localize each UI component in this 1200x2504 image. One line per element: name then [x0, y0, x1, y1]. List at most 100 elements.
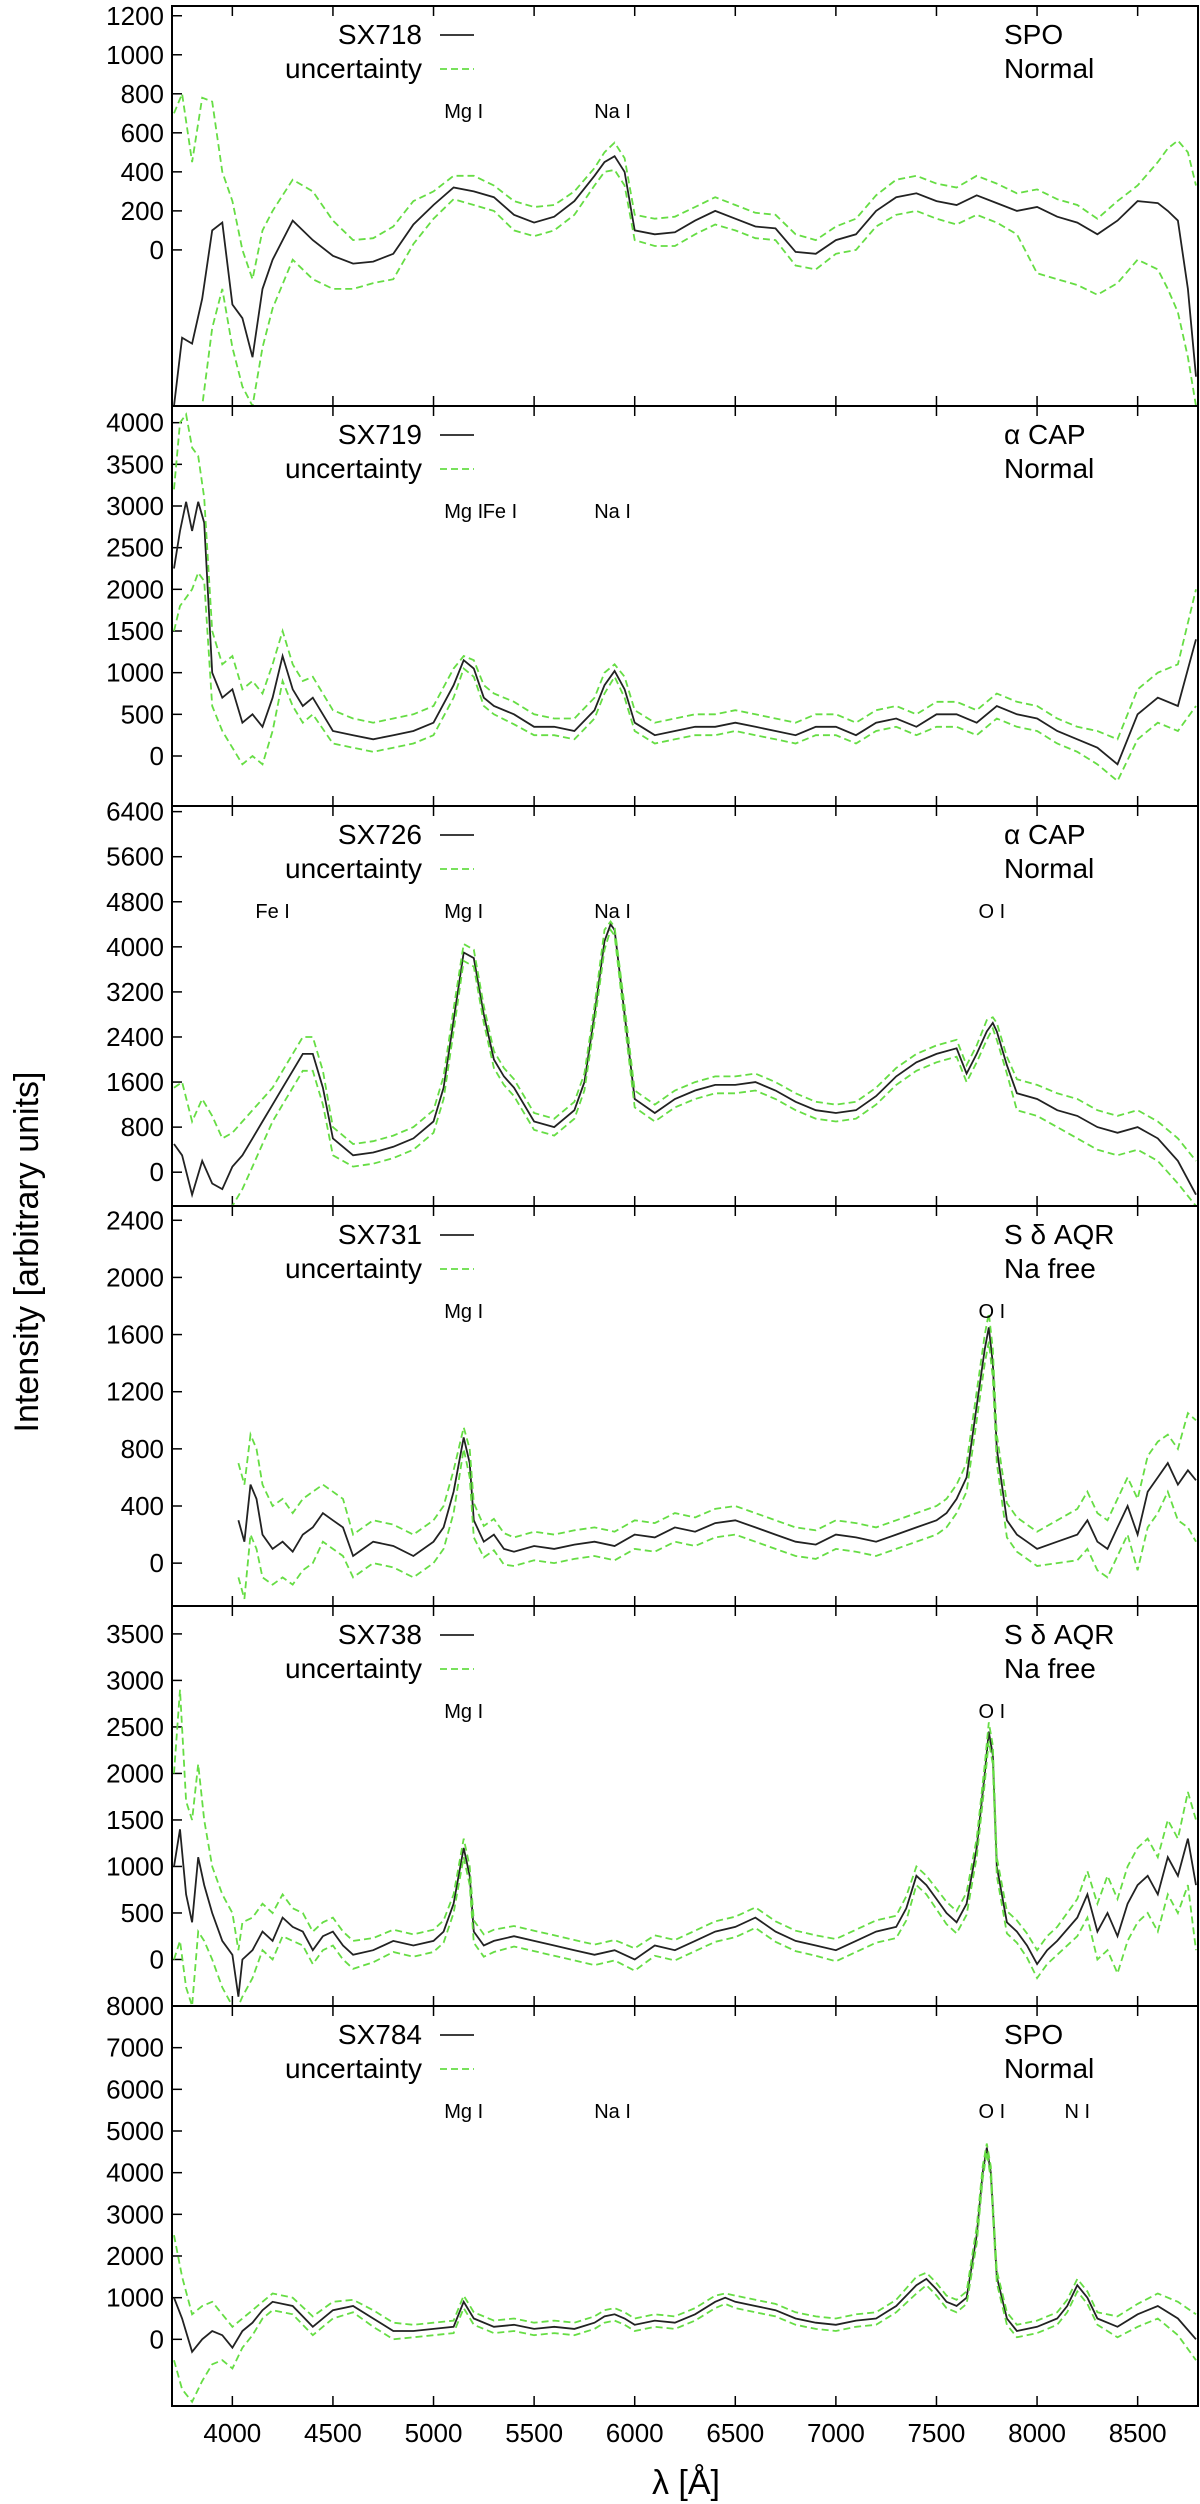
- y-tick-label: 5000: [106, 2116, 164, 2146]
- line-annotation: Mg I: [444, 1301, 483, 1323]
- line-annotation: O I: [978, 1701, 1005, 1723]
- y-tick-label: 0: [150, 1157, 164, 1187]
- y-tick-label: 1000: [106, 1851, 164, 1881]
- legend-label-uncertainty: uncertainty: [285, 453, 422, 484]
- class-label: Normal: [1004, 453, 1094, 484]
- uncertainty-line: [174, 927, 1197, 1206]
- spectrum-line: [173, 501, 1197, 766]
- panel-sx719: 0 500 1000 1500 2000 2500 3000 3500 4000 SX719unc…: [106, 405, 1199, 807]
- series-group: [173, 412, 1197, 783]
- y-tick-label: 0: [150, 2324, 164, 2354]
- uncertainty-line: [174, 168, 1197, 406]
- x-tick-label: 8000: [1008, 2418, 1066, 2448]
- y-tick-label: 2000: [106, 574, 164, 604]
- line-annotation: Mg I: [444, 2101, 483, 2123]
- line-annotation: Fe I: [483, 501, 517, 523]
- y-tick-label: 3500: [106, 449, 164, 479]
- class-label: S δ AQR: [1004, 1219, 1115, 1250]
- x-tick-label: 4000: [203, 2418, 261, 2448]
- y-tick-label: 3200: [106, 977, 164, 1007]
- line-annotation: Fe I: [255, 901, 289, 923]
- line-annotation: Na I: [594, 2101, 631, 2123]
- uncertainty-line: [173, 2151, 1197, 2404]
- spectrum-line: [173, 922, 1197, 1199]
- line-annotation: O I: [978, 901, 1005, 923]
- y-tick-label: 6400: [106, 797, 164, 827]
- line-annotation: Mg I: [444, 501, 483, 523]
- y-tick-label: 3000: [106, 491, 164, 521]
- uncertainty-line: [173, 919, 1197, 1162]
- y-axis-label: Intensity [arbitrary units]: [8, 1072, 46, 1433]
- x-tick-label: 6000: [606, 2418, 664, 2448]
- class-label: SPO: [1004, 2019, 1063, 2050]
- panel-sx784: 0 1000 2000 3000 4000 5000 6000 7000 8000 4000 450…: [106, 1991, 1199, 2448]
- class-label: Normal: [1004, 853, 1094, 884]
- line-annotation: Mg I: [444, 101, 483, 123]
- line-annotation: Na I: [594, 101, 631, 123]
- x-tick-label: 7500: [908, 2418, 966, 2448]
- y-tick-label: 1200: [106, 1, 164, 31]
- y-tick-label: 800: [121, 79, 164, 109]
- line-annotation: O I: [978, 2101, 1005, 2123]
- series-group: [173, 919, 1197, 1206]
- spectrum-line: [173, 2147, 1197, 2354]
- y-tick-label: 800: [121, 1434, 164, 1464]
- y-tick-label: 0: [150, 1548, 164, 1578]
- legend-label-spectrum: SX719: [338, 419, 422, 450]
- y-tick-label: 600: [121, 118, 164, 148]
- y-tick-label: 1500: [106, 1805, 164, 1835]
- line-annotation: Na I: [594, 901, 631, 923]
- panels: 020040060080010001200SX718uncertaintySPO…: [106, 1, 1199, 2448]
- class-label: Normal: [1004, 53, 1094, 84]
- panel-sx738: 0 500 1000 1500 2000 2500 3000 3500 SX738uncerta…: [106, 1605, 1199, 2007]
- y-tick-label: 1500: [106, 616, 164, 646]
- class-label: SPO: [1004, 19, 1063, 50]
- spectrum-line: [237, 1327, 1197, 1558]
- series-group: [173, 90, 1197, 406]
- spectrum-line: [173, 154, 1197, 406]
- y-tick-label: 6000: [106, 2074, 164, 2104]
- y-tick-label: 0: [150, 741, 164, 771]
- uncertainty-line: [237, 1312, 1197, 1539]
- y-tick-label: 400: [121, 1491, 164, 1521]
- legend-label-spectrum: SX784: [338, 2019, 422, 2050]
- panel-frame: [171, 2005, 1199, 2407]
- panel-sx726: 0 800 1600 2400 3200 4000 4800 5600 6400 SX726unc…: [106, 797, 1199, 1207]
- series-group: [173, 2143, 1197, 2404]
- legend-label-spectrum: SX738: [338, 1619, 422, 1650]
- series-group: [237, 1312, 1197, 1600]
- y-tick-label: 3000: [106, 1665, 164, 1695]
- legend-label-uncertainty: uncertainty: [285, 2053, 422, 2084]
- y-tick-label: 4000: [106, 2158, 164, 2188]
- y-tick-label: 3500: [106, 1619, 164, 1649]
- y-tick-label: 1000: [106, 40, 164, 70]
- x-tick-label: 5500: [505, 2418, 563, 2448]
- y-tick-label: 3000: [106, 2199, 164, 2229]
- y-tick-label: 1000: [106, 2283, 164, 2313]
- uncertainty-line: [173, 570, 1197, 783]
- y-tick-label: 400: [121, 157, 164, 187]
- y-tick-label: 2400: [106, 1205, 164, 1235]
- x-tick-label: 6500: [706, 2418, 764, 2448]
- line-annotation: Mg I: [444, 1701, 483, 1723]
- y-tick-label: 4000: [106, 932, 164, 962]
- class-label: S δ AQR: [1004, 1619, 1115, 1650]
- y-tick-label: 2000: [106, 1262, 164, 1292]
- legend-label-uncertainty: uncertainty: [285, 1253, 422, 1284]
- legend-label-uncertainty: uncertainty: [285, 1653, 422, 1684]
- line-annotation: Na I: [594, 501, 631, 523]
- uncertainty-line: [173, 1689, 1197, 1952]
- uncertainty-line: [173, 2143, 1197, 2329]
- uncertainty-line: [237, 1341, 1197, 1600]
- x-tick-label: 7000: [807, 2418, 865, 2448]
- legend-label-uncertainty: uncertainty: [285, 53, 422, 84]
- y-tick-label: 0: [150, 235, 164, 265]
- uncertainty-line: [173, 412, 1197, 741]
- y-tick-label: 2000: [106, 1758, 164, 1788]
- class-label: α CAP: [1004, 419, 1086, 450]
- spectrum-line: [173, 1731, 1197, 1997]
- class-label: Na free: [1004, 1653, 1096, 1684]
- uncertainty-line: [173, 1740, 1197, 2006]
